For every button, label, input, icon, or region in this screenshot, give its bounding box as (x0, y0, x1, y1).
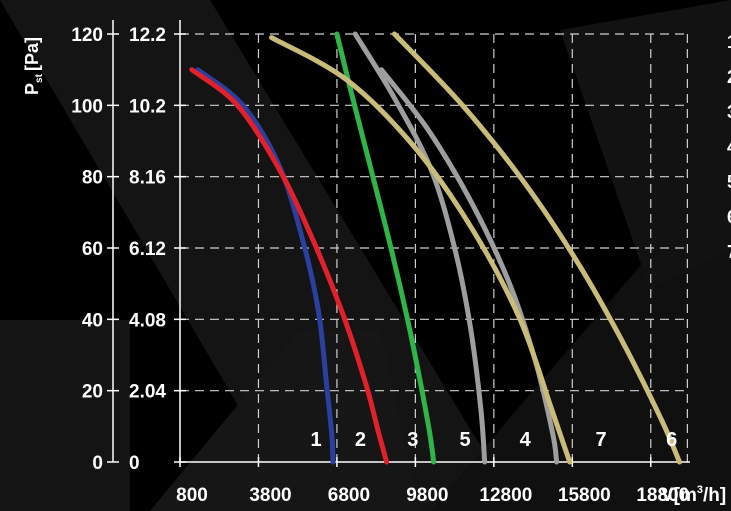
y-tick-label-right: 2.04 (129, 382, 166, 403)
series-line-3 (334, 31, 437, 465)
tick-labels: 0 20 40 60 80 100 120 0 2.04 4.08 6.12 8.16 10.2 12.2… (71, 25, 689, 506)
legend-glyph-3: 3 (727, 102, 731, 122)
y-axis-label-unit: [Pa] (22, 37, 42, 71)
curve-label-1: 1 (310, 429, 321, 451)
x-axis-label: V[m3/h] (661, 484, 726, 506)
y-tick-label-right: 12.2 (129, 25, 166, 46)
y-tick-label-left: 20 (82, 382, 103, 403)
x-tick-label: 12800 (479, 485, 532, 506)
curve-label-5: 5 (460, 429, 471, 451)
series-line-5 (352, 31, 488, 465)
legend-glyph-2: 2 (727, 67, 731, 87)
series-line-1 (195, 67, 336, 465)
y-tick-label-left: 120 (71, 25, 103, 46)
curve-labels: 1 2 3 5 4 7 6 (310, 429, 677, 451)
data-series (189, 31, 682, 465)
curve-label-4: 4 (520, 429, 532, 451)
y-tick-label-right: 4.08 (129, 310, 166, 331)
y-axis-label: Pst [Pa] (22, 37, 45, 95)
x-tick-label: 9800 (406, 485, 448, 506)
watermark-stroke-b (0, 320, 130, 511)
legend-glyph-1: 1 (727, 32, 731, 52)
y-tick-label-left: 60 (82, 239, 103, 260)
y-tick-label-right: 6.12 (129, 239, 166, 260)
x-axis-label-sup: 3 (697, 484, 703, 496)
x-tick-label: 6800 (328, 485, 370, 506)
curve-label-2: 2 (355, 429, 366, 451)
legend-glyph-7: 7 (727, 242, 731, 262)
y-tick-label-right: 0 (129, 453, 140, 474)
x-tick-label: 800 (176, 485, 208, 506)
y-axis-label-sub: st (34, 73, 45, 83)
series-line-7 (269, 35, 573, 465)
y-tick-label-right: 8.16 (129, 168, 166, 189)
curve-label-6: 6 (666, 429, 677, 451)
x-tick-label: 15800 (558, 485, 611, 506)
y-tick-label-left: 80 (82, 168, 103, 189)
legend-glyph-5: 5 (727, 172, 731, 192)
series-line-2 (189, 67, 390, 465)
watermark-stroke-d (560, 0, 731, 290)
y-tick-label-right: 10.2 (129, 96, 166, 117)
y-tick-label-left: 100 (71, 96, 103, 117)
curve-label-7: 7 (596, 429, 607, 451)
legend-glyph-6: 6 (727, 207, 731, 227)
x-tick-label: 18800 (636, 485, 689, 506)
series-line-4 (378, 67, 560, 465)
x-axis-label-main: V[m (661, 485, 697, 506)
cropped-legend: 1 2 3 4 5 6 7 (727, 32, 731, 262)
x-tick-label: 3800 (249, 485, 291, 506)
curve-label-3: 3 (407, 429, 418, 451)
x-axis-label-tail: /h] (703, 485, 726, 506)
legend-glyph-4: 4 (727, 137, 731, 157)
y-axis-label-main: P (22, 83, 42, 95)
watermark-stroke-e (150, 330, 420, 511)
y-tick-label-left: 40 (82, 310, 103, 331)
y-tick-label-left: 0 (92, 453, 103, 474)
series-line-6 (392, 31, 682, 465)
